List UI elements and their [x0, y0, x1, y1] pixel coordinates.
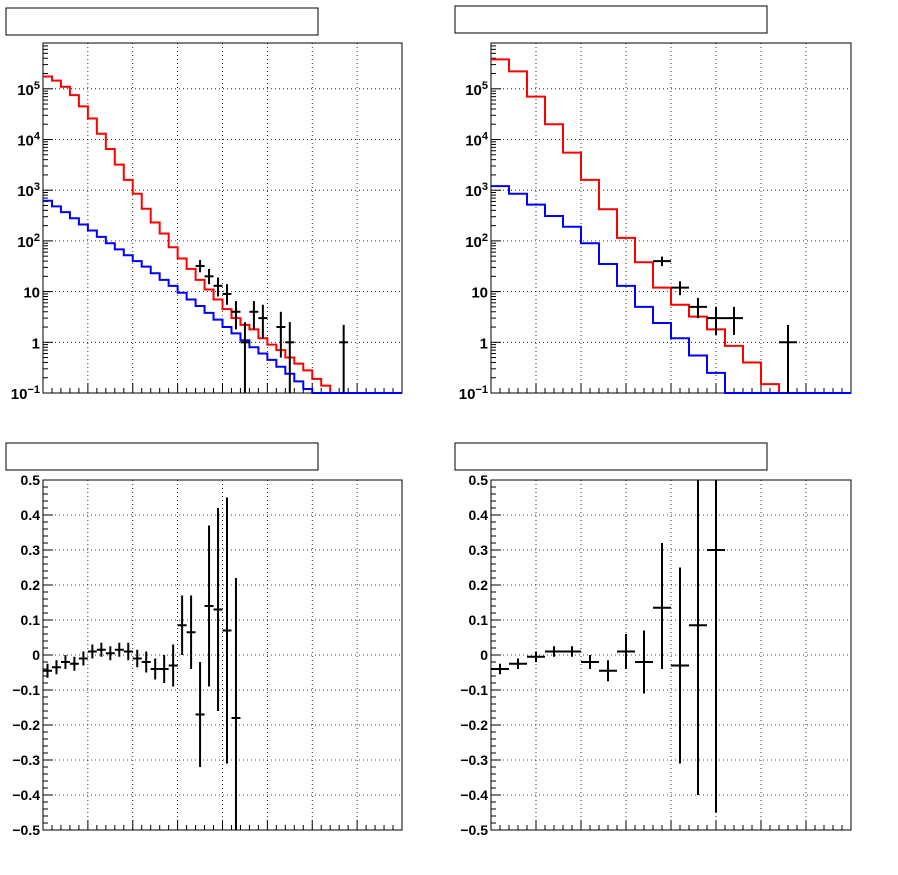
pad-bottom-left: −0.5 −0.4 −0.3 −0.2 −0.1 0 0.1 0.2 0.3 0.4 0.5 — [5, 442, 403, 838]
y-tick-label: 0.4 — [469, 507, 489, 523]
y-tick-label: −0.1 — [12, 682, 40, 698]
y-tick-label: 0.1 — [469, 612, 489, 628]
y-tick-label: 10 — [23, 285, 40, 302]
y-tick-label: 102 — [465, 232, 488, 251]
y-tick-label: −0.3 — [460, 752, 488, 768]
y-tick-label: 102 — [17, 232, 40, 251]
pad-bottom-right: −0.5 −0.4 −0.3 −0.2 −0.1 0 0.1 0.2 0.3 0.4 0.5 — [454, 442, 852, 838]
y-tick-label: 1 — [480, 335, 488, 352]
y-tick-label: 104 — [17, 130, 41, 149]
y-tick-label: −0.2 — [460, 717, 488, 733]
y-tick-label: 104 — [465, 130, 489, 149]
y-tick-label: −0.2 — [12, 717, 40, 733]
y-tick-label: −0.3 — [12, 752, 40, 768]
y-tick-label: 0.3 — [21, 542, 41, 558]
model-total-histogram — [491, 58, 851, 394]
y-tick-label: 0.2 — [469, 577, 489, 593]
y-tick-label: −0.5 — [12, 822, 40, 838]
y-tick-label: −0.1 — [460, 682, 488, 698]
title-box — [454, 5, 768, 34]
y-tick-label: 0 — [32, 647, 40, 663]
y-tick-label: 0.5 — [21, 472, 41, 488]
y-tick-label: −0.4 — [12, 787, 40, 803]
y-tick-label: 0.5 — [469, 472, 489, 488]
model-total-histogram — [43, 75, 402, 394]
pad-top-right: 10−1 1 10 102 103 104 105 — [454, 5, 852, 403]
title-box — [5, 7, 319, 36]
y-tick-label: 0 — [480, 647, 488, 663]
y-tick-label: 10−1 — [11, 384, 40, 403]
y-tick-label: 10 — [471, 285, 488, 302]
y-tick-label: 103 — [17, 181, 40, 200]
title-box — [5, 442, 319, 471]
y-tick-label: 105 — [465, 80, 488, 99]
model-component-histogram — [491, 185, 851, 394]
y-tick-label: 0.2 — [21, 577, 41, 593]
y-tick-label: 103 — [465, 181, 488, 200]
y-tick-label: 0.1 — [21, 612, 41, 628]
y-tick-label: −0.5 — [460, 822, 488, 838]
y-tick-label: 105 — [17, 80, 40, 99]
y-tick-label: −0.4 — [460, 787, 488, 803]
pad-top-left: 10−1 1 10 102 103 104 105 — [5, 7, 403, 403]
y-tick-label: 0.3 — [469, 542, 489, 558]
y-tick-label: 0.4 — [21, 507, 41, 523]
y-tick-label: 1 — [32, 335, 40, 352]
title-box — [454, 442, 768, 471]
model-component-histogram — [43, 199, 402, 394]
y-tick-label: 10−1 — [459, 384, 488, 403]
